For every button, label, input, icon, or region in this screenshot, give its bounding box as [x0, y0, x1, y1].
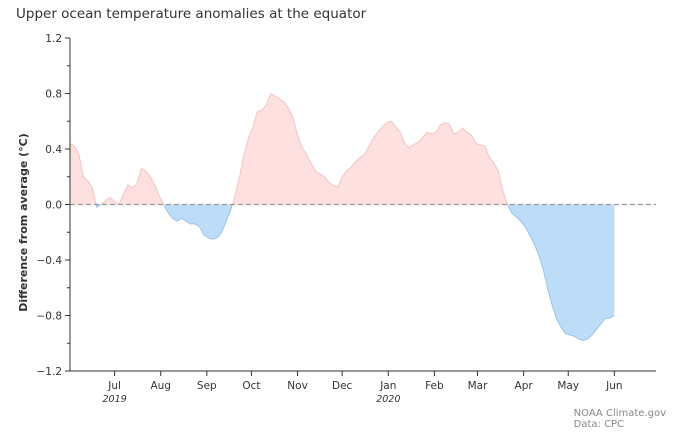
y-axis-title: Difference from average (°C): [17, 133, 30, 312]
x-tick-label-mar: Mar: [468, 380, 488, 392]
y-tick-label: −1.2: [37, 366, 63, 378]
y-tick-label: 0.0: [45, 200, 62, 212]
x-tick-label-aug: Aug: [150, 380, 171, 392]
positive-anomaly-outline-2: [100, 167, 165, 206]
x-tick-label-nov: Nov: [287, 380, 308, 392]
x-tick-label-jul: Jul: [107, 380, 121, 392]
x-tick-label-jan: Jan: [379, 380, 396, 392]
x-tick-label-oct: Oct: [242, 380, 260, 392]
credit-line-publisher: NOAA Climate.gov: [573, 408, 666, 419]
credit-line-data-source: Data: CPC: [573, 419, 625, 430]
x-tick-label-may: May: [557, 380, 579, 392]
x-tick-label-feb: Feb: [425, 380, 444, 392]
x-tick-label-dec: Dec: [332, 380, 353, 392]
x-tick-label-sep: Sep: [197, 380, 217, 392]
source-credit: NOAA Climate.gov Data: CPC: [574, 408, 666, 430]
x-year-label-2019: 2019: [103, 394, 127, 405]
x-tick-label-apr: Apr: [515, 380, 534, 392]
positive-anomaly-area-2: [101, 168, 164, 205]
y-tick-label: −0.4: [37, 255, 63, 267]
positive-anomaly-outline-4: [231, 92, 508, 205]
negative-anomaly-outline-3: [163, 204, 233, 240]
positive-anomaly-area-0: [70, 143, 97, 205]
y-axis: −1.2 −0.8 −0.4 0.0 0.4 0.8 1.2: [37, 33, 71, 378]
y-tick-label: −0.8: [37, 311, 63, 323]
y-tick-label: 0.4: [45, 144, 62, 156]
positive-anomaly-outline-0: [69, 143, 97, 205]
y-tick-label: 1.2: [45, 33, 62, 45]
x-axis: Jul 2019 Aug Sep Oct Nov Dec Jan 2020 Feb Mar Apr Ma…: [70, 370, 656, 405]
x-year-label-2020: 2020: [376, 394, 400, 405]
chart-title: Upper ocean temperature anomalies at the…: [16, 6, 367, 22]
negative-anomaly-outline-5: [506, 204, 615, 342]
x-tick-label-jun: Jun: [605, 380, 622, 392]
negative-anomaly-outline-1: [95, 204, 102, 209]
positive-anomaly-area-4: [232, 93, 508, 205]
y-tick-label: 0.8: [45, 89, 62, 101]
negative-anomaly-area-5: [507, 204, 615, 341]
negative-anomaly-area-3: [163, 204, 233, 240]
anomaly-areas: [69, 92, 615, 342]
